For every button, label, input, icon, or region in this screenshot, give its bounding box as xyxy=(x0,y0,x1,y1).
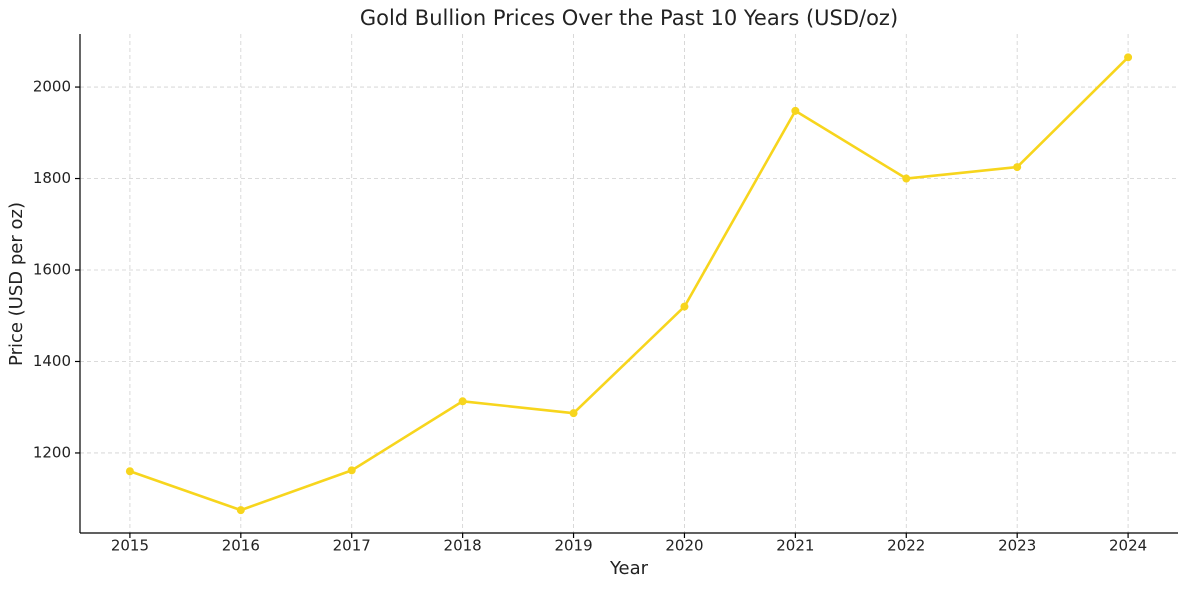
y-tick-label: 2000 xyxy=(33,78,71,96)
point xyxy=(791,106,800,115)
x-axis-label: Year xyxy=(609,558,649,579)
x-tick-label: 2021 xyxy=(776,537,814,555)
x-tick-label: 2017 xyxy=(333,537,371,555)
y-tick-label: 1800 xyxy=(33,169,71,187)
point xyxy=(347,466,356,475)
point xyxy=(1013,163,1022,172)
x-tick-label: 2022 xyxy=(887,537,925,555)
point xyxy=(569,409,578,418)
point xyxy=(680,302,689,311)
point xyxy=(1124,53,1133,62)
line xyxy=(129,56,1130,512)
point xyxy=(236,506,245,515)
x-tick-label: 2016 xyxy=(222,537,260,555)
x-tick-label: 2018 xyxy=(444,537,482,555)
y-axis-label: Price (USD per oz) xyxy=(6,202,27,366)
x-tick-label: 2020 xyxy=(665,537,703,555)
chart-title: Gold Bullion Prices Over the Past 10 Yea… xyxy=(360,6,898,30)
point xyxy=(458,397,467,406)
y-tick-label: 1400 xyxy=(33,352,71,370)
x-tick-label: 2015 xyxy=(111,537,149,555)
point xyxy=(125,467,134,476)
x-tick-label: 2023 xyxy=(998,537,1036,555)
y-tick-label: 1200 xyxy=(33,443,71,461)
point xyxy=(902,174,911,183)
x-tick-label: 2019 xyxy=(554,537,592,555)
x-tick-label: 2024 xyxy=(1109,537,1147,555)
y-tick-label: 1600 xyxy=(33,261,71,279)
